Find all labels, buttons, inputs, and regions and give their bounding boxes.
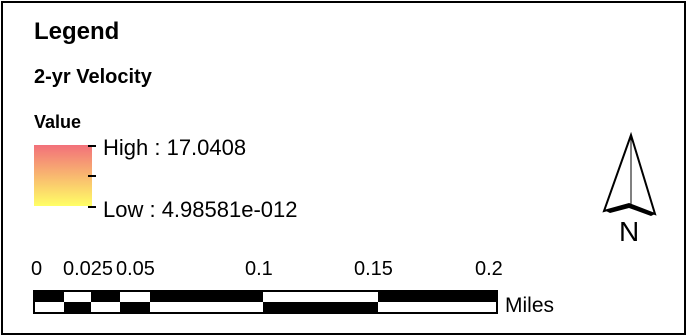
color-ramp xyxy=(34,145,92,206)
scale-label-2: 0.05 xyxy=(116,258,155,280)
ramp-tick-high xyxy=(88,145,96,147)
scale-label-1: 0.025 xyxy=(63,258,114,280)
legend-title: Legend xyxy=(34,18,120,45)
field-name: Value xyxy=(34,112,82,132)
scale-bar xyxy=(33,290,498,314)
ramp-tick-low xyxy=(88,206,96,208)
scale-label-3: 0.1 xyxy=(245,258,273,280)
low-value-label: Low : 4.98581e-012 xyxy=(103,197,298,222)
scale-label-0: 0 xyxy=(31,258,43,280)
high-value-label: High : 17.0408 xyxy=(103,135,247,160)
scale-label-4: 0.15 xyxy=(354,258,393,280)
layer-name: 2-yr Velocity xyxy=(34,66,152,88)
north-label: N xyxy=(619,216,640,247)
north-arrow-icon xyxy=(602,132,657,216)
scale-units: Miles xyxy=(505,294,555,317)
ramp-tick-mid xyxy=(88,175,96,177)
scale-label-5: 0.2 xyxy=(475,258,503,280)
